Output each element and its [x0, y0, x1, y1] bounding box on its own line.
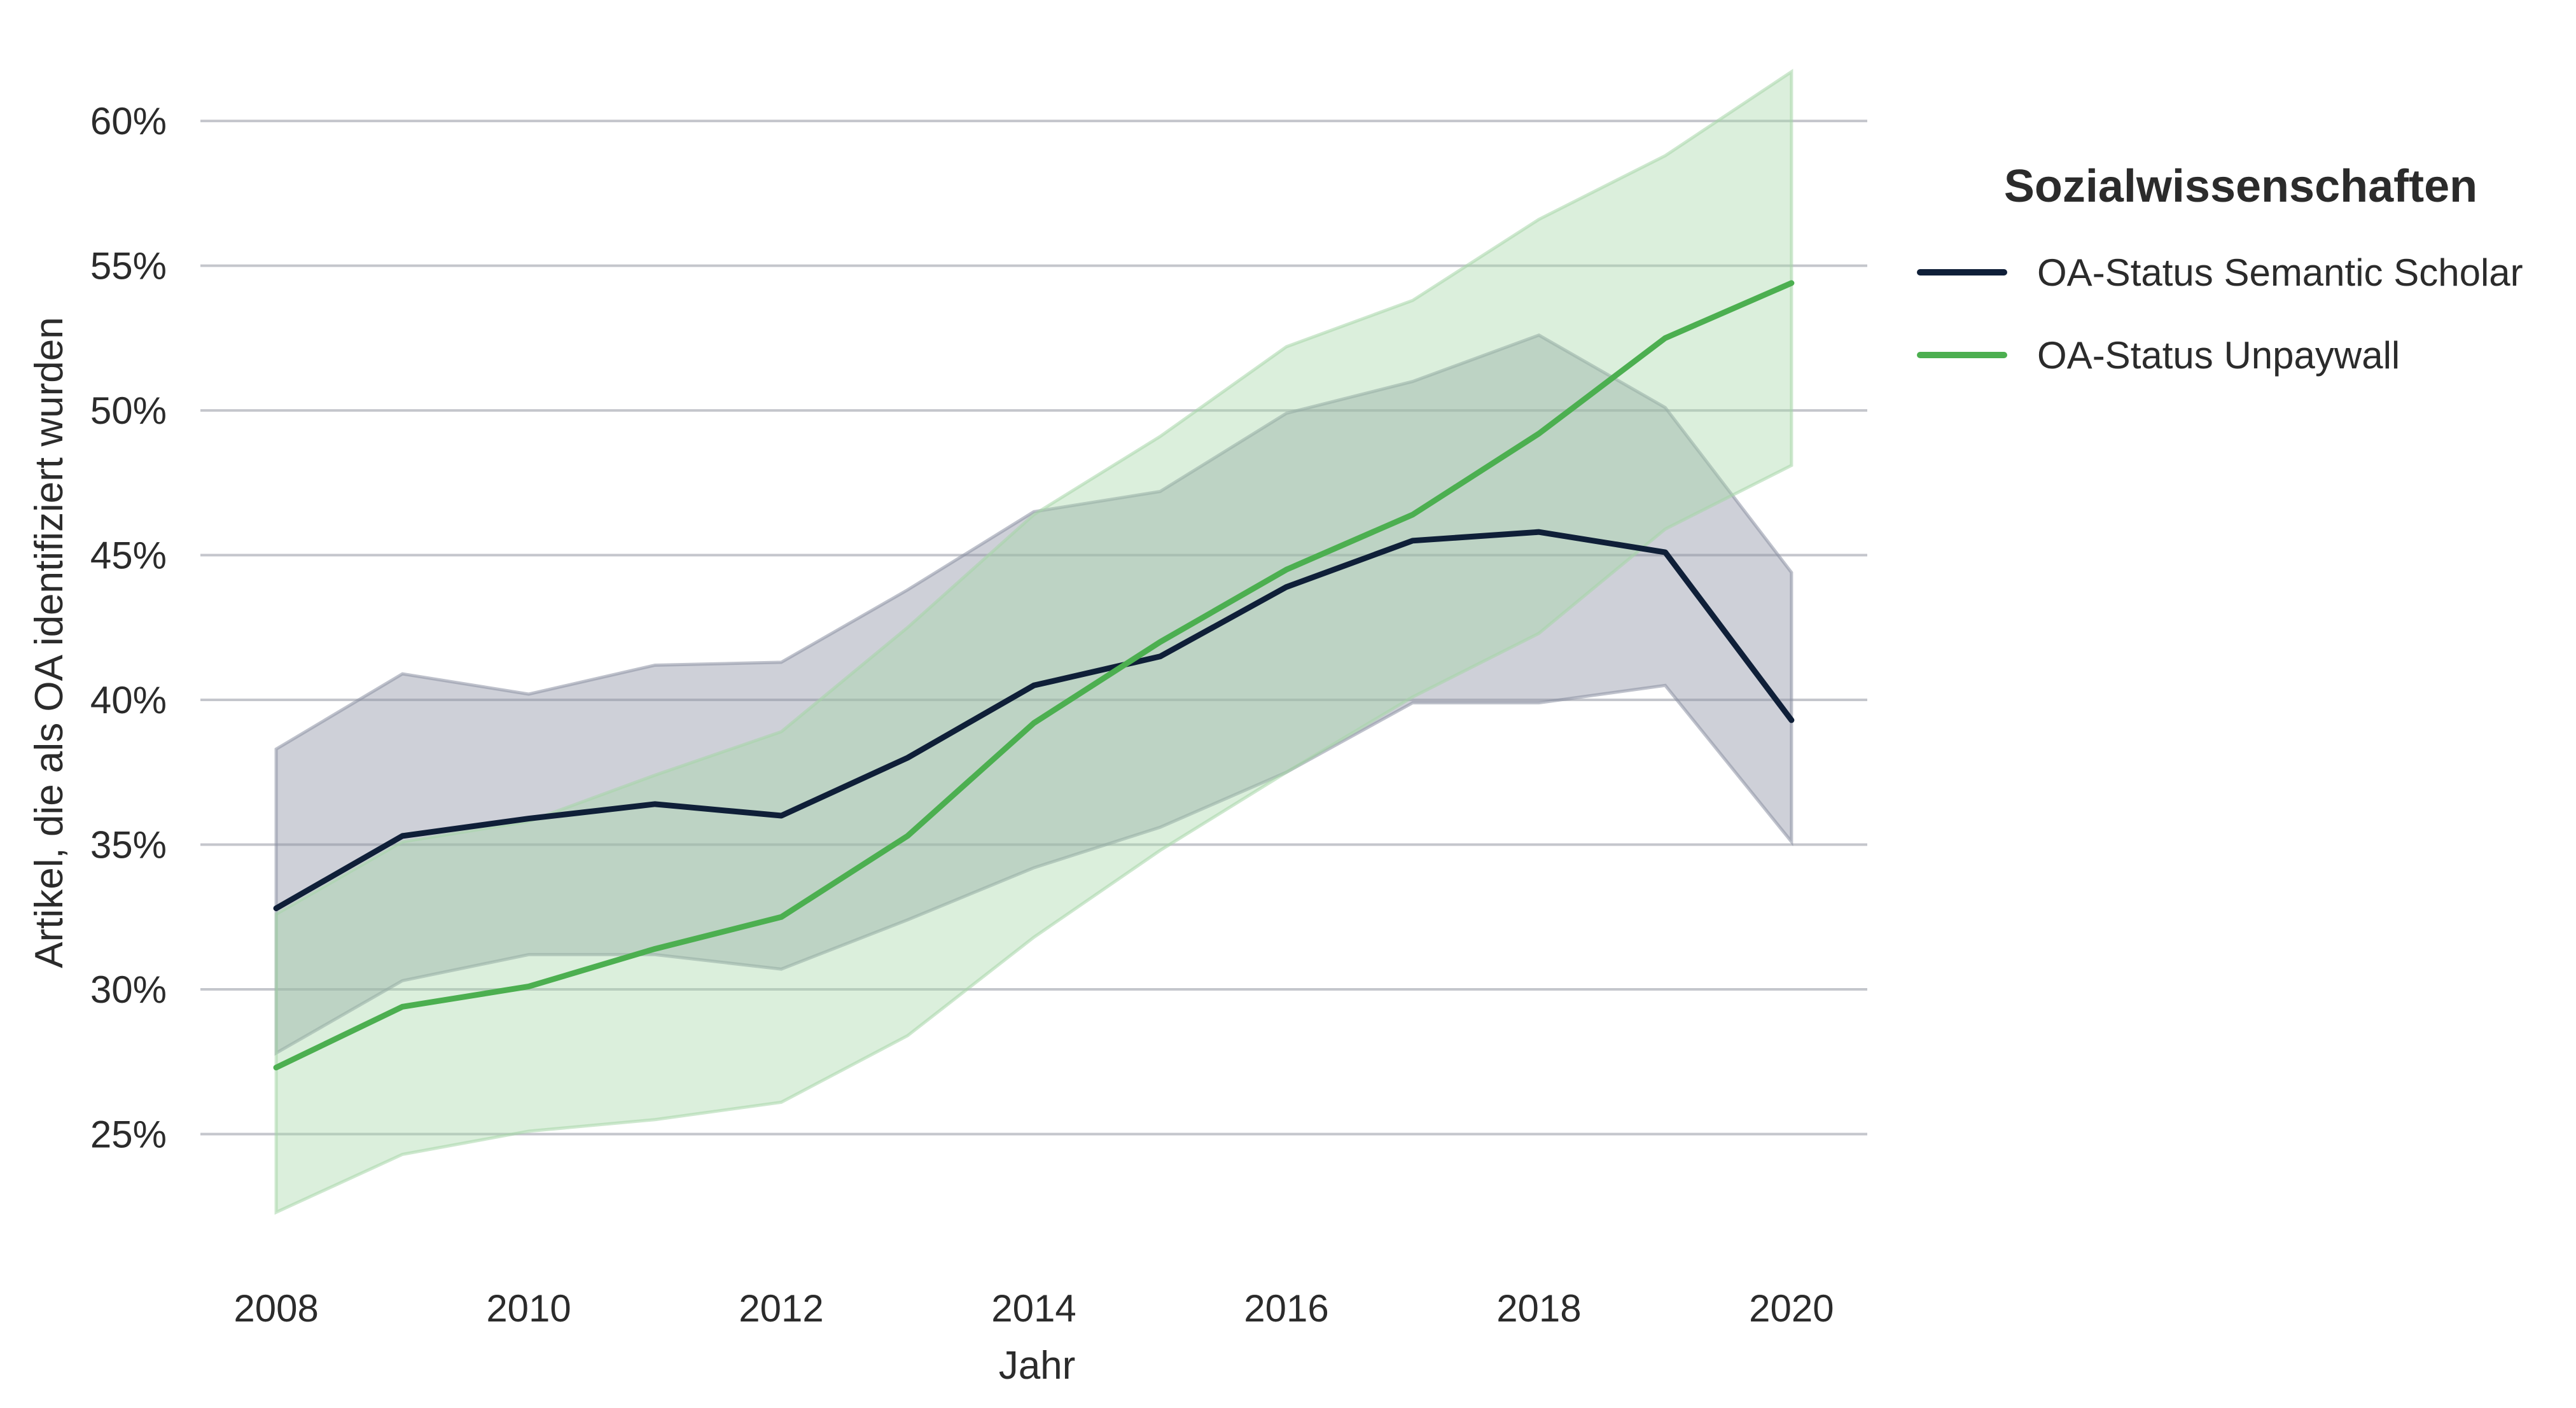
y-tick-label: 60%	[90, 100, 167, 143]
y-tick-label: 55%	[90, 245, 167, 288]
y-tick-labels: 25% 30% 35% 40% 45% 50% 55% 60%	[90, 100, 167, 1155]
series-line-2	[273, 280, 1795, 1071]
legend-label-1: OA-Status Semantic Scholar	[2037, 251, 2523, 294]
legend-items: OA-Status Semantic Scholar OA-Status Unpa…	[1917, 251, 2523, 377]
x-tick-label: 2018	[1496, 1287, 1581, 1330]
y-tick-label: 35%	[90, 824, 167, 867]
x-tick-label: 2016	[1244, 1287, 1328, 1330]
series-line-1	[273, 529, 1795, 912]
x-tick-label: 2008	[233, 1287, 318, 1330]
x-axis-title: Jahr	[999, 1344, 1076, 1388]
y-tick-label: 40%	[90, 679, 167, 721]
confidence-bands	[274, 69, 1793, 1215]
x-tick-label: 2010	[486, 1287, 571, 1330]
y-axis-title: Artikel, die als OA identifiziert wurden	[27, 317, 71, 968]
x-tick-label: 2014	[991, 1287, 1076, 1330]
legend: Sozialwissenschaften OA-Status Semantic …	[1917, 161, 2523, 377]
x-tick-label: 2020	[1749, 1287, 1834, 1330]
y-tick-label: 50%	[90, 389, 167, 432]
confidence-band-2	[274, 69, 1793, 1215]
x-tick-label: 2012	[739, 1287, 823, 1330]
y-tick-label: 30%	[90, 968, 167, 1011]
grid-lines	[200, 120, 1867, 1136]
legend-title: Sozialwissenschaften	[2004, 161, 2477, 212]
y-tick-label: 45%	[90, 534, 167, 577]
y-tick-label: 25%	[90, 1113, 167, 1156]
legend-label-2: OA-Status Unpaywall	[2037, 334, 2400, 377]
x-tick-labels: 2008 2010 2012 2014 2016 2018 2020	[233, 1287, 1834, 1330]
series-lines	[273, 280, 1795, 1071]
